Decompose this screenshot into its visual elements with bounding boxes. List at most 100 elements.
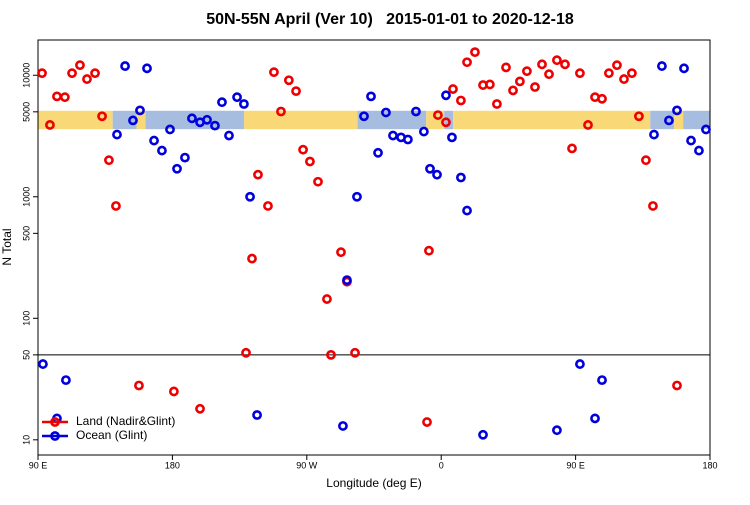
point	[67, 68, 77, 79]
point	[61, 375, 71, 386]
point	[276, 106, 286, 117]
point	[134, 380, 144, 391]
point	[322, 294, 332, 304]
point	[552, 425, 562, 436]
point	[694, 145, 704, 156]
point	[441, 117, 451, 128]
point	[298, 144, 308, 155]
point	[291, 86, 301, 97]
band-segment	[357, 110, 427, 130]
point	[567, 143, 577, 154]
point	[112, 129, 122, 140]
band-segment	[426, 110, 445, 130]
point	[366, 91, 376, 102]
point	[537, 59, 547, 70]
point	[52, 91, 62, 102]
x-tick-label: 90 E	[566, 460, 585, 470]
point	[575, 359, 585, 369]
point	[241, 347, 251, 358]
y-tick-label: 1000	[21, 187, 31, 207]
point	[45, 120, 55, 130]
point	[180, 152, 190, 163]
point	[111, 201, 121, 211]
point	[338, 421, 348, 431]
legend-label: Ocean (Glint)	[76, 428, 147, 442]
point	[253, 169, 263, 180]
point	[462, 205, 472, 216]
point	[508, 85, 518, 96]
plot-frame	[37, 39, 711, 456]
band-segment	[244, 110, 358, 130]
point	[402, 134, 413, 145]
point	[478, 429, 488, 440]
point	[492, 99, 502, 109]
point	[626, 68, 637, 79]
point	[352, 191, 362, 202]
point	[263, 201, 273, 211]
point	[701, 124, 711, 135]
point	[522, 66, 532, 77]
point	[135, 105, 145, 116]
point	[269, 67, 279, 78]
point	[411, 106, 421, 117]
chart-title: 50N-55N April (Ver 10) 2015-01-01 to 202…	[206, 11, 574, 28]
point	[359, 111, 369, 122]
point	[210, 120, 220, 131]
point	[245, 191, 255, 202]
y-tick-label: 50	[21, 350, 31, 360]
x-tick-label: 90 W	[296, 460, 318, 470]
point	[686, 135, 696, 146]
point	[679, 63, 689, 74]
point	[59, 92, 70, 103]
point	[501, 62, 511, 73]
point	[381, 107, 391, 118]
point	[239, 99, 249, 109]
point	[441, 90, 451, 101]
point	[514, 76, 525, 87]
point	[575, 68, 585, 79]
point	[648, 201, 658, 211]
band-segment	[650, 110, 675, 130]
point	[634, 111, 644, 122]
point	[165, 124, 175, 135]
y-tick-label: 10000	[21, 63, 31, 88]
y-axis-label: N Total	[0, 228, 14, 265]
point	[247, 253, 257, 264]
point	[560, 59, 570, 70]
point	[544, 69, 554, 80]
band-segment	[112, 110, 137, 130]
point	[38, 359, 48, 369]
point	[447, 132, 457, 143]
y-tick-label: 10	[21, 435, 31, 445]
point	[597, 93, 607, 104]
point	[672, 380, 682, 391]
point	[75, 60, 85, 71]
point	[224, 130, 234, 141]
point	[232, 92, 242, 103]
x-tick-label: 90 E	[29, 460, 48, 470]
point	[82, 74, 92, 84]
point	[336, 247, 346, 258]
y-tick-label: 100	[21, 311, 31, 326]
legend-marker	[50, 431, 60, 441]
point	[373, 147, 383, 158]
point	[342, 275, 352, 286]
point	[448, 84, 458, 94]
point	[484, 79, 495, 90]
point	[456, 172, 466, 183]
point	[350, 347, 360, 358]
point	[326, 349, 336, 360]
point	[552, 55, 562, 66]
point	[157, 145, 167, 156]
point	[619, 74, 629, 84]
point	[530, 82, 540, 92]
point	[456, 95, 466, 106]
point	[418, 126, 429, 137]
point	[168, 386, 179, 397]
band-segment	[453, 110, 651, 130]
point	[649, 129, 659, 140]
legend-marker	[50, 417, 60, 427]
point	[149, 135, 159, 146]
point	[612, 60, 622, 71]
x-tick-label: 0	[439, 460, 444, 470]
